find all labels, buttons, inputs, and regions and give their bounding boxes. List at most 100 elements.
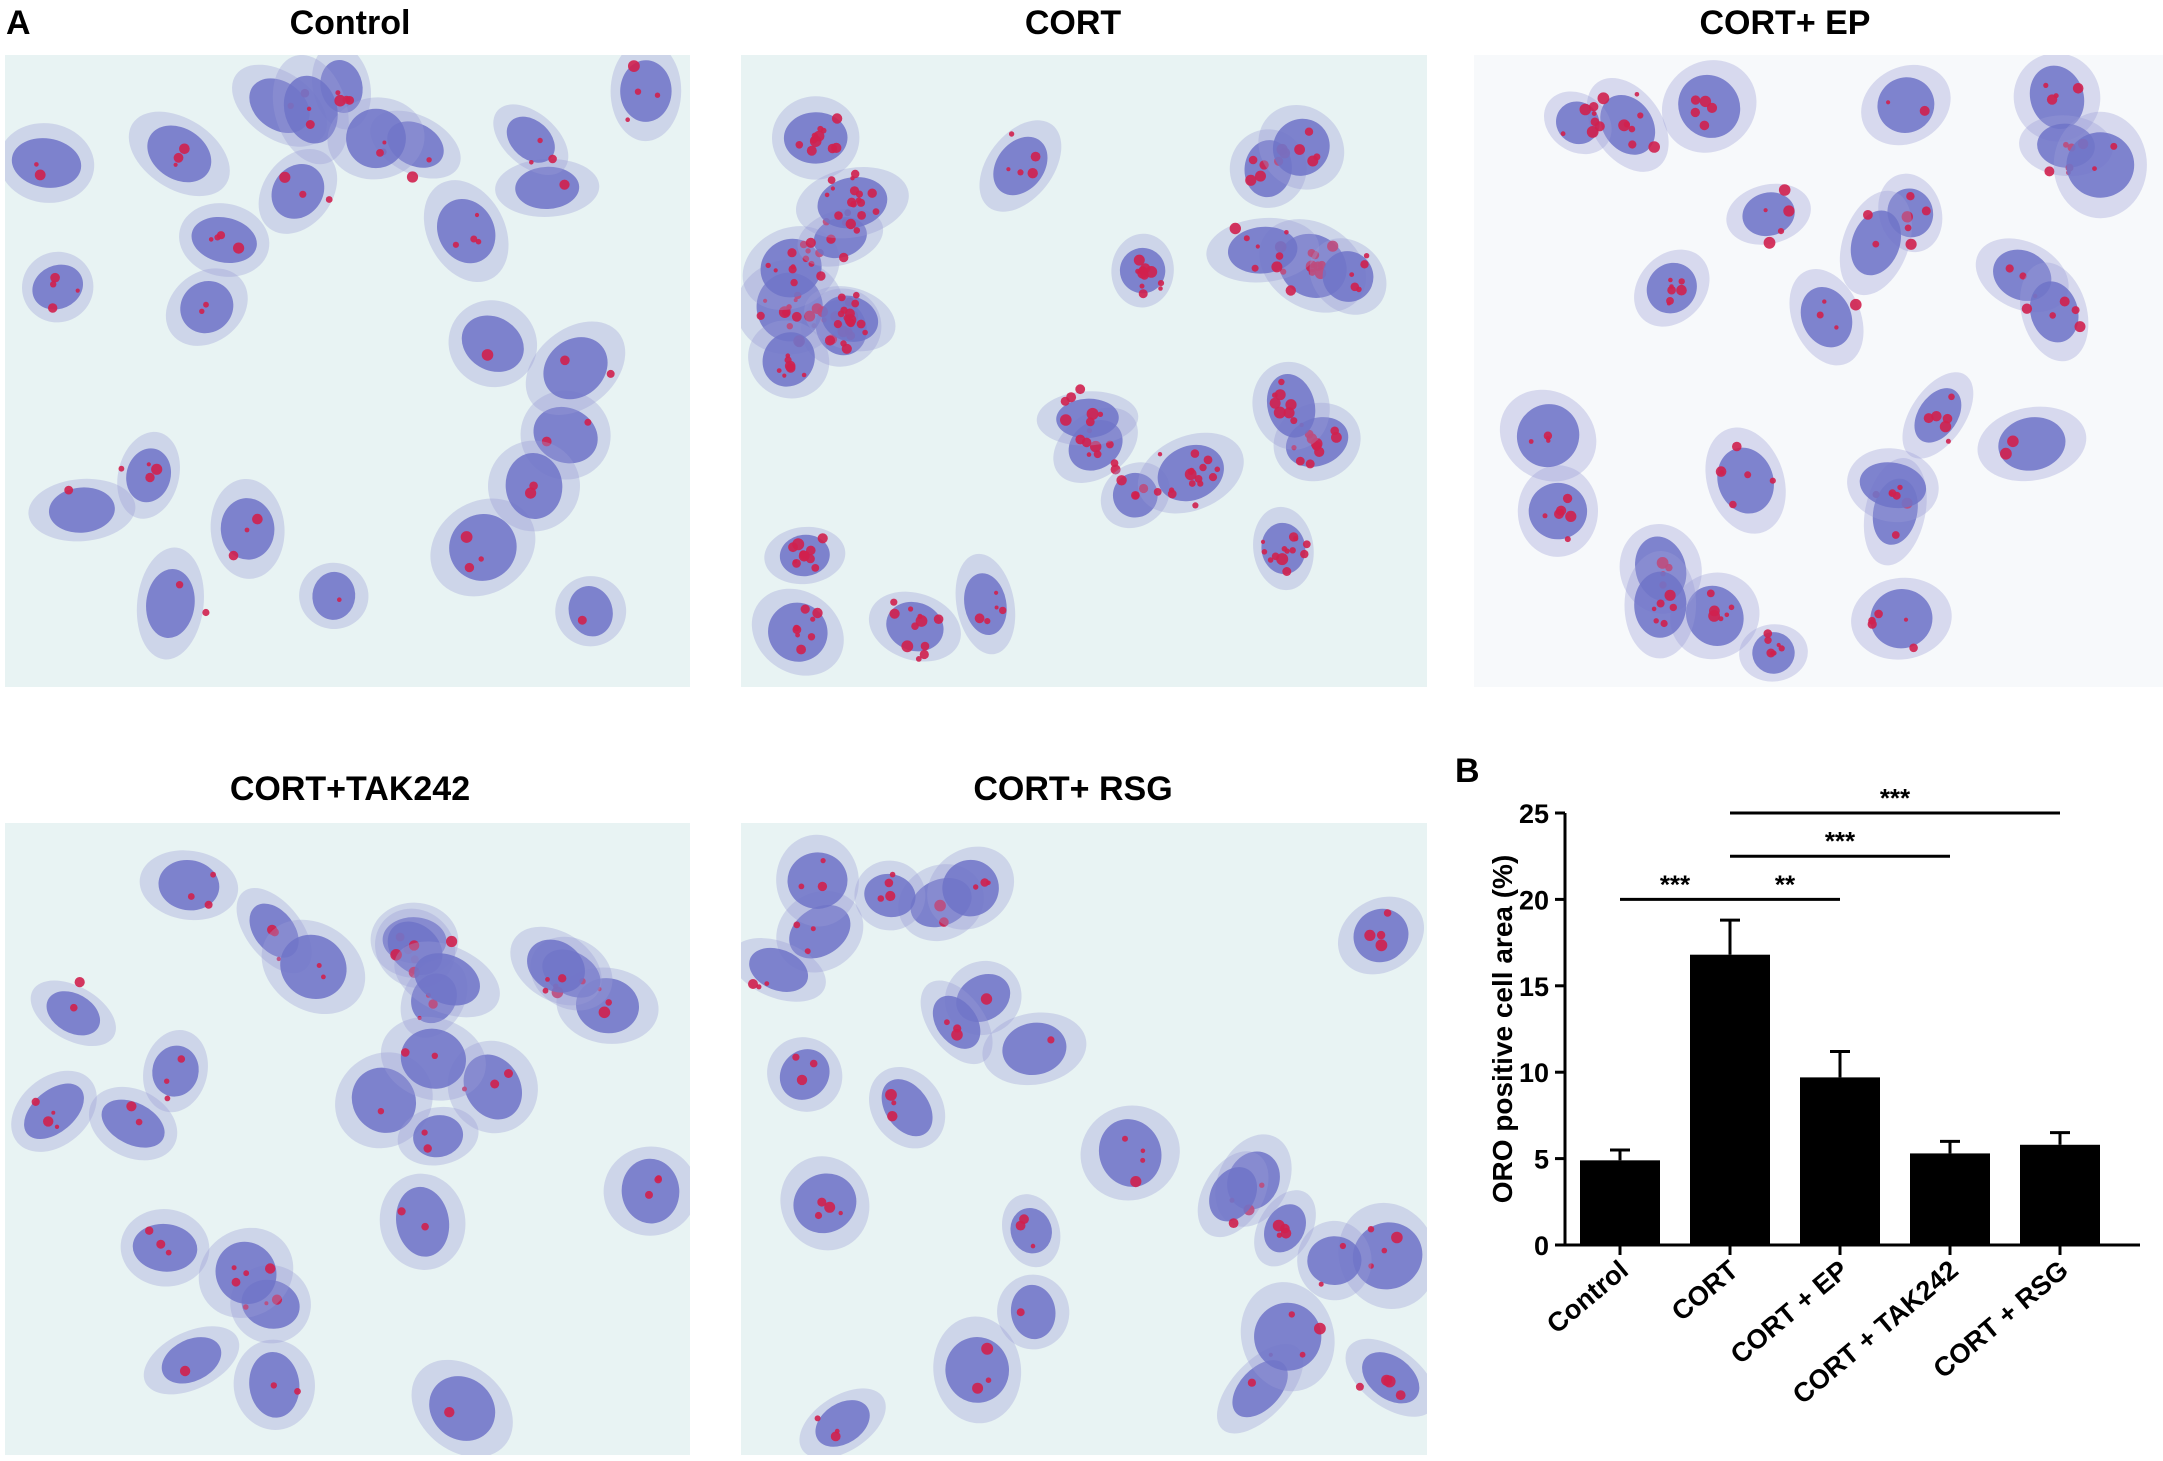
lipid-droplet [799,240,808,249]
x-tick-label: Control [1541,1255,1634,1340]
lipid-droplet [901,640,914,653]
lipid-droplet [175,581,184,589]
lipid-droplet [1763,208,1768,213]
lipid-droplet [1305,459,1315,469]
lipid-droplet [785,363,796,373]
bar [1580,1160,1660,1245]
lipid-droplet [1719,470,1725,475]
lipid-droplet [1897,484,1903,491]
lipid-droplet [654,92,661,98]
lipid-droplet [1110,464,1121,475]
lipid-droplet [915,615,928,627]
significance-label: *** [1825,826,1856,856]
lipid-droplet [980,993,993,1005]
lipid-droplet [1355,1382,1364,1391]
lipid-droplet [1763,236,1776,249]
lipid-droplet [1190,449,1200,458]
lipid-droplet [817,1197,827,1207]
lipid-droplet [1289,547,1296,554]
lipid-droplet [1008,131,1015,137]
lipid-droplet [1086,407,1099,420]
lipid-droplet [1690,107,1700,118]
lipid-droplet [1203,455,1213,465]
lipid-droplet [1060,414,1072,426]
lipid-droplet [872,208,880,216]
lipid-droplet [1665,563,1673,572]
lipid-droplet [782,373,787,378]
lipid-droplet [1259,1182,1265,1188]
lipid-droplet [765,262,771,269]
lipid-droplet [1272,1219,1285,1232]
lipid-droplet [464,562,475,573]
lipid-droplet [1280,268,1287,275]
lipid-droplet [793,921,801,929]
lipid-droplet [70,1003,78,1012]
lipid-droplet [831,113,843,124]
lipid-droplet [1778,645,1785,652]
lipid-droplet [1904,224,1912,232]
lipid-droplet [1168,487,1175,493]
lipid-droplet [243,1304,249,1310]
lipid-droplet [763,298,768,303]
lipid-droplet [812,607,823,619]
lipid-droplet [1872,240,1880,248]
cell [5,123,95,203]
lipid-droplet [1086,452,1092,457]
lipid-droplet [243,1270,250,1277]
lipid-droplet [820,858,826,864]
cell-nucleus [1002,1022,1067,1076]
lipid-droplet [973,884,979,890]
cell-nucleus [1232,1360,1288,1418]
lipid-droplet [179,143,190,155]
cell [2020,262,2089,362]
lipid-droplet [34,169,46,181]
x-tick-label: CORT [1666,1254,1744,1326]
lipid-droplet [801,372,807,378]
lipid-droplet [264,1301,269,1306]
lipid-droplet [1565,510,1577,522]
lipid-droplet [1199,463,1207,472]
lipid-droplet [1090,440,1102,453]
lipid-droplet [1676,284,1687,296]
lipid-droplet [1586,126,1599,138]
lipid-droplet [1822,299,1827,304]
lipid-droplet [1562,493,1573,504]
significance-label: *** [1660,869,1691,899]
lipid-droplet [444,1407,455,1418]
lipid-droplet [764,981,770,986]
lipid-droplet [490,1079,500,1089]
lipid-droplet [606,369,615,378]
lipid-droplet [1291,445,1297,451]
cell-nucleus [1010,1284,1056,1340]
lipid-droplet [231,1277,241,1287]
lipid-droplet [1744,471,1752,479]
lipid-droplet [173,162,178,167]
lipid-droplet [811,132,818,139]
lipid-droplet [1763,629,1773,638]
lipid-droplet [208,237,214,242]
lipid-droplet [406,171,419,183]
lipid-droplet [1140,1148,1146,1154]
lipid-droplet [1383,1375,1396,1388]
lipid-droplet [548,154,557,164]
lipid-droplet [1278,378,1285,386]
cell [379,1173,466,1270]
lipid-droplet [1157,452,1163,457]
lipid-droplet [75,288,80,293]
lipid-droplet [244,527,250,533]
cell [120,1209,210,1287]
lipid-droplet [933,614,944,624]
lipid-droplet [784,356,792,364]
lipid-droplet [173,152,184,163]
lipid-droplet [1304,127,1314,136]
lipid-droplet [294,1388,301,1395]
lipid-droplet [994,605,999,610]
cell [327,97,425,180]
lipid-droplet [1367,1226,1375,1233]
lipid-droplet [1816,311,1824,319]
panel-a-letter: A [6,4,31,42]
lipid-droplet [462,1086,467,1092]
lipid-droplet [1919,105,1930,116]
y-tick-label: 15 [1519,972,1549,1002]
lipid-droplet [985,1377,992,1383]
